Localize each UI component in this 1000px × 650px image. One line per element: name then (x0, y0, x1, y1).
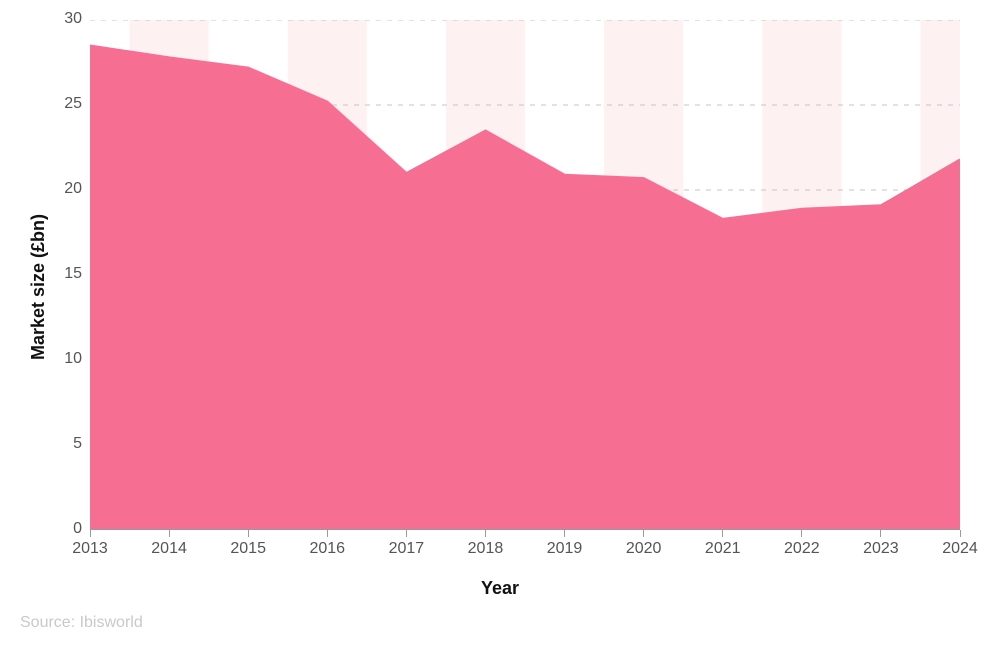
y-tick-label: 25 (42, 95, 82, 113)
x-tick-label: 2014 (139, 540, 199, 558)
x-tick-label: 2017 (376, 540, 436, 558)
x-tick-label: 2024 (930, 540, 990, 558)
x-tick-mark (960, 530, 961, 537)
y-tick-label: 20 (42, 180, 82, 198)
x-tick-label: 2015 (218, 540, 278, 558)
x-tick-label: 2013 (60, 540, 120, 558)
market-size-area-chart: Market size (£bn) Year Source: Ibisworld… (0, 0, 1000, 650)
x-tick-mark (485, 530, 486, 537)
x-tick-label: 2016 (297, 540, 357, 558)
x-tick-mark (327, 530, 328, 537)
x-axis-title: Year (0, 578, 1000, 599)
x-tick-mark (801, 530, 802, 537)
chart-source: Source: Ibisworld (20, 614, 143, 632)
y-tick-label: 5 (42, 435, 82, 453)
x-tick-label: 2023 (851, 540, 911, 558)
x-tick-mark (722, 530, 723, 537)
y-axis-title: Market size (£bn) (28, 214, 49, 360)
x-tick-mark (564, 530, 565, 537)
x-tick-mark (880, 530, 881, 537)
x-tick-label: 2018 (455, 540, 515, 558)
x-tick-label: 2022 (772, 540, 832, 558)
x-tick-mark (643, 530, 644, 537)
x-tick-label: 2021 (693, 540, 753, 558)
y-tick-label: 0 (42, 520, 82, 538)
plot-area (90, 20, 960, 530)
x-tick-mark (406, 530, 407, 537)
x-tick-label: 2020 (614, 540, 674, 558)
y-tick-label: 15 (42, 265, 82, 283)
y-tick-label: 10 (42, 350, 82, 368)
y-tick-label: 30 (42, 10, 82, 28)
x-tick-label: 2019 (535, 540, 595, 558)
x-tick-mark (248, 530, 249, 537)
x-tick-mark (169, 530, 170, 537)
x-tick-mark (90, 530, 91, 537)
